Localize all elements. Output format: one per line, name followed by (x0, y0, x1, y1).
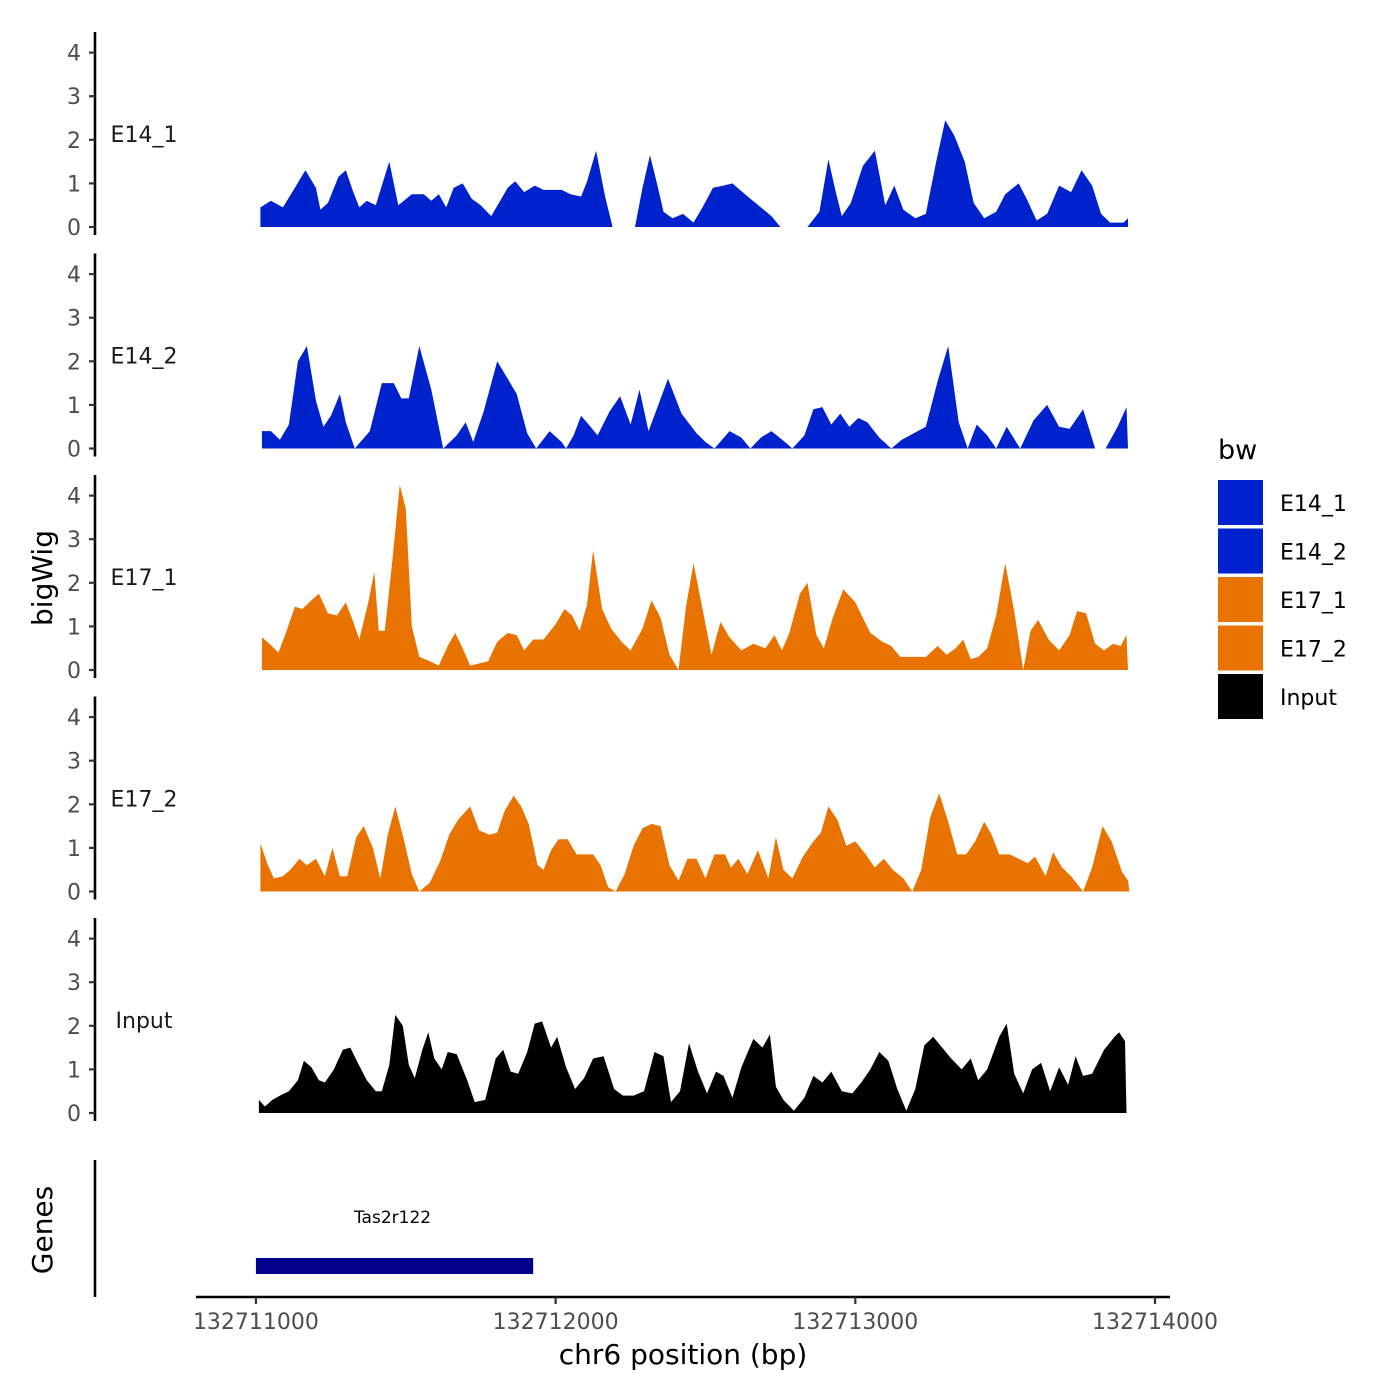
y-tick-label: 1 (67, 615, 81, 640)
legend-swatch (1218, 480, 1263, 525)
legend-swatch (1218, 528, 1263, 574)
area-series-e14-2 (261, 346, 1128, 449)
y-tick-label: 4 (67, 928, 81, 953)
legend-swatch (1218, 674, 1263, 719)
y-tick-label: 0 (67, 438, 81, 463)
y-tick-label: 1 (67, 394, 81, 419)
y-tick-label: 3 (67, 307, 81, 332)
y-tick-label: 1 (67, 837, 81, 862)
legend-title: bw (1218, 435, 1257, 466)
track-e17-1: 0 1 2 3 4 E17_1 (67, 475, 1128, 684)
y-tick-label: 0 (67, 659, 81, 684)
genes-axis-title: Genes (26, 1186, 59, 1274)
y-tick-label: 3 (67, 750, 81, 775)
y-tick-label: 1 (67, 1058, 81, 1083)
area-series-e17-1 (261, 484, 1128, 670)
y-tick-label: 1 (67, 172, 81, 197)
track-e17-2: 0 1 2 3 4 E17_2 (67, 696, 1130, 906)
gene-bar (255, 1258, 534, 1274)
y-tick-label: 4 (67, 42, 81, 67)
y-tick-label: 4 (67, 263, 81, 288)
area-series-input (258, 1014, 1127, 1113)
genes-track: Tas2r122 (93, 1160, 534, 1297)
area-series-e14-1 (260, 150, 613, 227)
x-axis: 132711000 132712000 132713000 132714000 (193, 1295, 1218, 1335)
x-tick-label: 132714000 (1092, 1310, 1218, 1335)
tracks-layer: 0 1 2 3 4 E14_1 0 1 2 3 4 E14_2 0 1 2 3 4 E17_1 0 1 2 3 4 E17_2… (67, 32, 1130, 1127)
gene-label: Tas2r122 (353, 1208, 431, 1228)
x-tick-label: 132713000 (792, 1310, 918, 1335)
y-tick-label: 2 (67, 793, 81, 818)
y-tick-label: 2 (67, 129, 81, 154)
legend-label: E14_2 (1280, 541, 1347, 566)
track-e14-1: 0 1 2 3 4 E14_1 (67, 32, 1128, 241)
area-series-e14-1b (635, 155, 781, 227)
track-input: 0 1 2 3 4 Input (67, 918, 1127, 1127)
y-tick-label: 2 (67, 572, 81, 597)
legend-label: E14_1 (1280, 492, 1347, 517)
area-series-e17-2 (260, 793, 1130, 892)
area-series-e14-1c (807, 120, 1128, 227)
track-label: E17_2 (111, 788, 178, 813)
y-tick-label: 3 (67, 528, 81, 553)
x-tick-label: 132712000 (493, 1310, 619, 1335)
legend-swatch (1218, 625, 1263, 671)
x-tick-label: 132711000 (193, 1310, 319, 1335)
legend-label: E17_2 (1280, 638, 1347, 663)
y-tick-label: 0 (67, 1102, 81, 1127)
legend-label: Input (1280, 686, 1337, 711)
y-tick-label: 4 (67, 706, 81, 731)
track-label: Input (116, 1009, 173, 1034)
legend: bw E14_1 E14_2 E17_1 E17_2 Input (1218, 435, 1347, 719)
y-tick-label: 2 (67, 1015, 81, 1040)
y-tick-label: 2 (67, 350, 81, 375)
track-label: E14_2 (111, 345, 178, 370)
track-e14-2: 0 1 2 3 4 E14_2 (67, 253, 1128, 463)
x-axis-title: chr6 position (bp) (559, 1338, 808, 1371)
y-tick-label: 4 (67, 485, 81, 510)
y-tick-label: 0 (67, 216, 81, 241)
legend-swatch (1218, 577, 1263, 622)
y-tick-label: 0 (67, 881, 81, 906)
y-tick-label: 3 (67, 85, 81, 110)
track-label: E17_1 (111, 566, 178, 591)
y-axis-title: bigWig (26, 530, 59, 626)
y-tick-label: 3 (67, 971, 81, 996)
legend-label: E17_1 (1280, 589, 1347, 614)
track-label: E14_1 (111, 123, 178, 148)
